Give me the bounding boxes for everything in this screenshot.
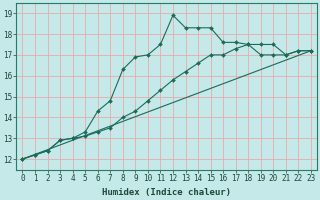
X-axis label: Humidex (Indice chaleur): Humidex (Indice chaleur) — [102, 188, 231, 197]
